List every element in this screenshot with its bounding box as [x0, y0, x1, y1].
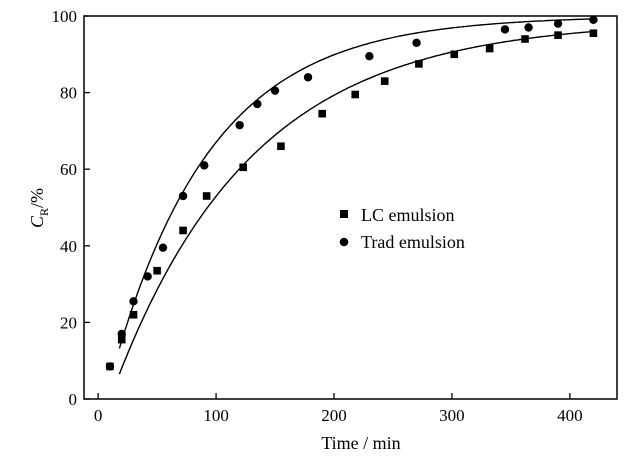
data-points [105, 15, 598, 371]
x-tick-label: 200 [321, 406, 347, 425]
y-tick-label: 80 [60, 84, 77, 103]
data-point-trad [253, 99, 262, 109]
y-axis-title: CR/% [27, 188, 51, 228]
data-point-lc [380, 77, 389, 85]
data-point-trad [553, 19, 563, 28]
y-tick-label: 0 [69, 390, 78, 409]
data-point-trad [143, 272, 152, 281]
legend-marker-trad [339, 237, 349, 247]
data-point-lc [318, 109, 326, 118]
y-axis-title-sub: R [37, 208, 51, 216]
data-point-trad [117, 329, 126, 339]
y-tick-label: 20 [60, 313, 77, 332]
fit-curves [118, 18, 594, 375]
x-tick-label: 100 [203, 406, 229, 425]
data-point-lc [277, 142, 285, 151]
y-axis-title-suffix: /% [27, 188, 47, 208]
legend-marker-lc [340, 210, 348, 218]
data-point-lc [239, 163, 247, 172]
data-point-trad [270, 86, 280, 95]
x-tick-label: 0 [94, 406, 103, 425]
data-point-trad [412, 38, 421, 48]
data-point-lc [521, 35, 529, 43]
data-point-trad [200, 161, 209, 170]
data-point-trad [129, 297, 138, 306]
data-point-lc [589, 29, 598, 38]
x-axis-title: Time / min [321, 433, 400, 453]
fit-curve-lc [118, 30, 594, 375]
data-point-trad [500, 25, 510, 34]
data-point-lc [554, 31, 562, 39]
legend-label-trad: Trad emulsion [361, 232, 465, 252]
data-point-trad [589, 15, 598, 25]
data-point-trad [178, 191, 188, 201]
data-point-lc [129, 310, 138, 319]
data-point-lc [351, 90, 360, 99]
x-tick-label: 400 [557, 406, 583, 425]
data-point-trad [158, 243, 168, 252]
data-point-lc [202, 192, 211, 200]
y-axis-title-main: C [27, 215, 47, 228]
data-point-lc [117, 335, 126, 344]
data-point-trad [524, 23, 533, 32]
y-tick-label: 60 [60, 160, 77, 179]
y-tick-label: 40 [60, 237, 77, 256]
data-point-lc [153, 266, 161, 275]
data-point-trad [365, 52, 374, 61]
data-point-lc [415, 60, 423, 68]
data-point-lc [450, 50, 459, 59]
legend-label-lc: LC emulsion [361, 205, 455, 225]
x-tick-label: 300 [439, 406, 465, 425]
fit-curve-trad [118, 18, 594, 349]
data-point-trad [235, 120, 244, 130]
y-tick-label: 100 [52, 7, 78, 26]
axis-ticks: 0 100 200 300 400 0 20 40 60 80 100 [52, 7, 583, 425]
data-point-lc [485, 44, 494, 53]
data-point-trad [303, 73, 313, 82]
plot-frame [83, 15, 618, 400]
legend: LC emulsion Trad emulsion [339, 205, 465, 252]
data-point-trad [105, 362, 115, 371]
data-point-lc [179, 226, 187, 235]
